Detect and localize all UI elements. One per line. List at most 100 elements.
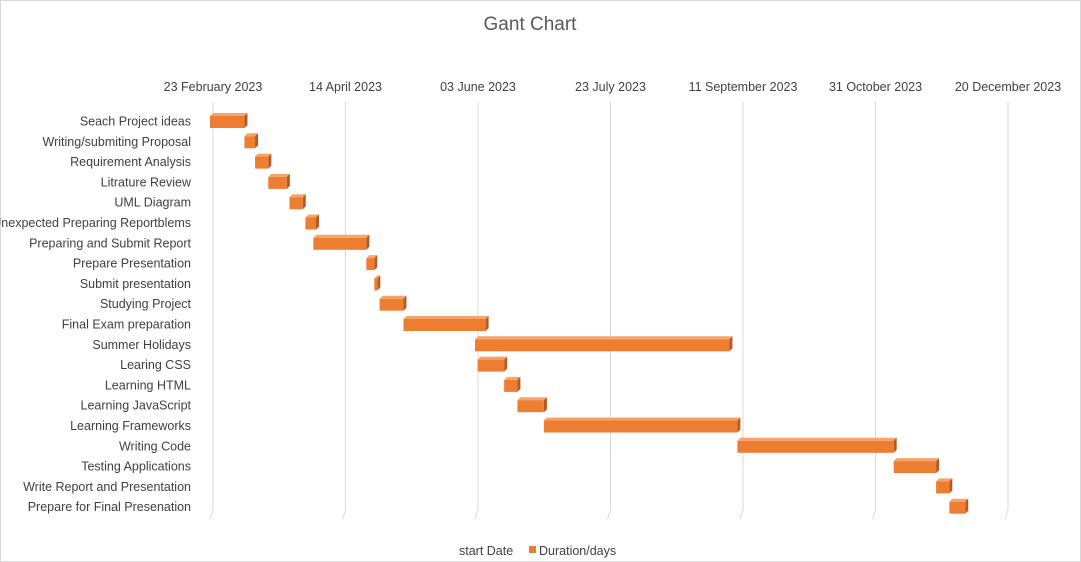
bar-side-face (316, 214, 319, 230)
category-label: Submit presentation (80, 277, 191, 291)
bar-side-face (737, 417, 741, 433)
bar-top-face (893, 458, 940, 462)
duration-bar (305, 214, 319, 230)
chart-title: Gant Chart (484, 14, 578, 35)
bar-front-face (543, 420, 738, 433)
y-axis-category-labels: Seach Project ideas Writing/submiting Pro… (0, 115, 192, 515)
bar-top-face (289, 194, 306, 198)
bar-side-face (374, 255, 378, 271)
x-tick-label: 14 April 2023 (309, 80, 382, 94)
x-tick-label: 20 December 2023 (955, 80, 1061, 94)
bar-top-face (504, 376, 521, 380)
duration-bar (403, 316, 489, 331)
bar-side-face (286, 173, 290, 189)
duration-bar (737, 437, 897, 453)
bar-front-face (255, 156, 269, 169)
duration-bar (366, 255, 378, 271)
category-label: Writing Code (119, 439, 191, 453)
category-label: Learning JavaScript (81, 399, 192, 413)
category-label: Summer Holidays (92, 338, 191, 352)
legend-label-duration: Duration/days (539, 544, 616, 558)
duration-bar (517, 397, 547, 413)
grid-line-floor (209, 509, 214, 520)
bar-front-face (305, 217, 316, 230)
legend-swatch-duration (529, 546, 536, 553)
category-label: Learning Frameworks (70, 419, 191, 433)
duration-bar (289, 194, 306, 210)
category-label: Requirement Analysis (70, 155, 191, 169)
bar-side-face (517, 376, 521, 392)
bar-top-face (475, 336, 733, 340)
legend-label-start-date: start Date (459, 544, 513, 558)
bar-front-face (477, 359, 505, 372)
category-label: Litrature Review (101, 175, 192, 189)
bar-top-face (255, 153, 272, 157)
duration-bar (543, 417, 741, 433)
category-label: Testing Applications (81, 460, 191, 474)
category-label: Preparing and Submit Report (29, 236, 191, 250)
grid-line-floor (342, 509, 346, 520)
bar-front-face (374, 278, 378, 291)
bar-side-face (377, 275, 381, 291)
bar-front-face (366, 258, 375, 271)
grid-line-floor (739, 509, 744, 520)
bar-front-face (949, 501, 966, 514)
bar-side-face (485, 316, 489, 331)
bar-top-face (210, 113, 248, 116)
bar-side-face (366, 234, 370, 250)
bar-top-face (543, 417, 741, 421)
duration-bar (504, 376, 521, 392)
category-label: Studying Project (100, 297, 192, 311)
bar-front-face (893, 461, 937, 474)
category-label: Write Report and Presentation (23, 480, 191, 494)
bar-front-face (268, 176, 287, 189)
bar-side-face (949, 478, 953, 494)
grid-line-floor (1004, 509, 1009, 520)
bar-top-face (737, 437, 897, 441)
category-label: Unexpected Preparing Reportblems (0, 216, 191, 230)
bar-top-face (949, 498, 969, 502)
bar-top-face (477, 356, 508, 360)
x-tick-label: 31 October 2023 (829, 80, 922, 94)
bar-side-face (729, 336, 733, 352)
bar-front-face (737, 440, 894, 453)
bar-front-face (517, 400, 544, 413)
bar-front-face (936, 481, 950, 494)
bar-front-face (379, 298, 404, 311)
bar-front-face (475, 339, 730, 352)
bar-top-face (305, 214, 319, 218)
bar-top-face (936, 478, 953, 482)
bar-side-face (893, 437, 897, 453)
category-label: Prepare Presentation (73, 257, 191, 271)
duration-bars (210, 113, 969, 514)
legend: start Date Duration/days (459, 544, 616, 558)
duration-bar (374, 275, 381, 291)
bar-front-face (244, 136, 256, 149)
bar-side-face (268, 153, 272, 169)
x-tick-label: 23 July 2023 (575, 80, 646, 94)
bar-side-face (403, 295, 407, 311)
bar-front-face (289, 197, 303, 210)
grid-line-floor (607, 509, 611, 520)
category-label: Final Exam preparation (62, 318, 191, 332)
bar-side-face (936, 458, 940, 474)
category-label: Learning HTML (105, 378, 191, 392)
bar-top-face (379, 295, 407, 299)
category-label: Seach Project ideas (80, 115, 191, 129)
bar-side-face (255, 133, 259, 149)
bar-side-face (504, 356, 508, 372)
bar-top-face (366, 255, 378, 259)
bar-top-face (313, 234, 370, 238)
duration-bar (949, 498, 969, 514)
bar-side-face (543, 397, 547, 413)
bar-side-face (965, 498, 969, 514)
duration-bar (313, 234, 370, 250)
category-label: Prepare for Final Presenation (28, 500, 191, 514)
category-label: Learing CSS (120, 358, 191, 372)
duration-bar (477, 356, 508, 372)
category-label: UML Diagram (114, 196, 191, 210)
x-tick-label: 03 June 2023 (440, 80, 516, 94)
bar-top-face (268, 173, 290, 177)
duration-bar (244, 133, 259, 149)
